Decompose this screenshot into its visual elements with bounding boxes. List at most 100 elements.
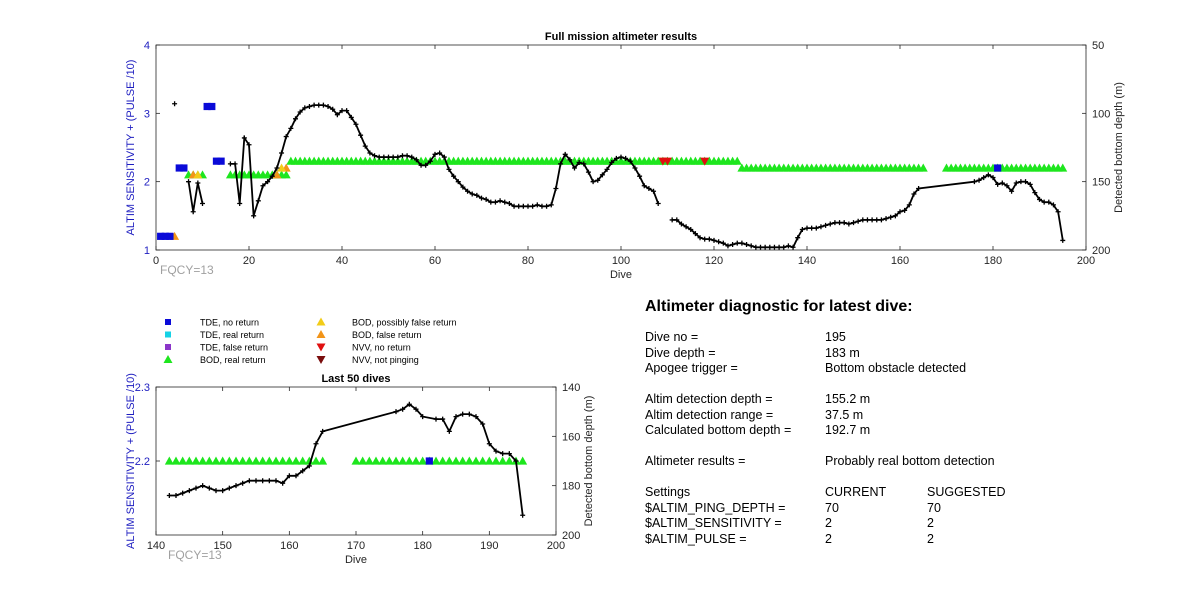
bottom-depth-point [393,409,399,415]
y-tick-label: 2.3 [135,382,150,394]
bottom-depth-point [823,222,829,228]
bottom-depth-point [465,188,471,194]
diag-row-detection-range: Altim detection range = 37.5 m [645,408,1185,424]
bottom-depth-point [995,181,1001,187]
bottom-depth-point [595,177,601,183]
bottom-depth-point [669,217,675,223]
bottom-depth-point [581,161,587,167]
legend-triangle-up-marker [163,355,173,363]
bottom-depth-point [874,217,880,223]
bottom-depth-point [433,416,439,422]
bod-real-return-marker [378,456,388,465]
bottom-depth-point [883,216,889,222]
bottom-depth-point [855,218,861,224]
bottom-depth-point [1023,179,1029,185]
bottom-depth-point [251,213,257,219]
bottom-depth-point [1037,196,1042,202]
bod-real-return-marker [404,456,414,465]
bottom-depth-point [572,165,577,171]
dive-depth-value: 183 m [825,345,860,360]
bottom-depth-point [274,165,280,171]
bottom-depth-point [976,177,982,183]
bottom-depth-point [739,240,745,246]
bottom-depth-point [525,203,531,209]
bottom-depth-point [902,207,908,213]
bottom-depth-point [799,227,805,232]
bod-real-return-marker [484,456,494,465]
bod-real-return-marker [271,456,281,465]
chart-title: Last 50 dives [321,373,390,385]
bottom-depth-point [1050,202,1056,208]
bottom-depth-point [320,428,326,434]
bottom-depth-point [180,490,186,496]
bottom-depth-point [744,242,750,248]
bod-real-return-marker [384,456,394,465]
bottom-depth-point [985,172,991,178]
bottom-depth-point [544,203,550,209]
bottom-depth-point [474,192,480,198]
y-tick-label: 1 [144,245,150,257]
bottom-depth-point [460,411,466,417]
bottom-depth-point [453,414,459,420]
fqcy-annotation: FQCY=13 [168,548,222,562]
bottom-depth-point [358,132,364,138]
bottom-depth-point [841,220,847,226]
bottom-depth-point [255,198,261,204]
bottom-depth-point [423,162,429,168]
bottom-depth-point [313,441,319,447]
bod-real-return-marker [451,456,461,465]
bod-real-return-marker [164,456,174,465]
last-50-dives-chart: 140 150 160 170 180 190 200 2.2 2.3 140 160 180 200 L… [125,373,595,566]
bottom-depth-point [878,217,884,223]
bottom-depth-point [897,209,903,215]
bod-real-return-marker [491,456,501,465]
bod-real-return-marker [304,456,314,465]
bod-real-return-marker [464,456,474,465]
diag-row-detection-depth: Altim detection depth = 155.2 m [645,392,1185,408]
bottom-depth-point [348,114,354,120]
bottom-depth-point [520,203,526,209]
setting-current: 2 [825,516,832,530]
tde-no-return-marker [203,102,211,111]
x-tick-label: 140 [147,540,165,552]
bottom-depth-point [493,448,499,454]
setting-name: $ALTIM_PULSE = [645,531,747,546]
bod-real-return-marker [298,456,308,465]
bottom-depth-point [293,116,298,122]
bottom-depth-point [609,160,615,166]
bod-real-return-marker [198,456,208,465]
bottom-depth-point [520,512,526,518]
bottom-depth-point [500,451,506,457]
bottom-depth-point [300,468,306,474]
bottom-depth-point [716,239,722,245]
bottom-depth-point [413,157,419,163]
setting-suggested: 2 [927,531,934,546]
detection-range-label: Altim detection range = [645,407,774,422]
bottom-depth-point [795,235,801,241]
bod-real-return-marker [171,456,181,465]
tde-no-return-marker [208,102,216,111]
bottom-depth-point [678,221,684,227]
bottom-depth-point [1032,190,1038,196]
bottom-depth-point [734,240,740,246]
bottom-depth-point [339,108,345,114]
bottom-depth-point [785,243,791,249]
bod-real-return-marker [438,456,448,465]
bod-real-return-marker [264,456,274,465]
bottom-depth-point [888,214,894,220]
detection-depth-label: Altim detection depth = [645,392,773,406]
legend-triangle-down-marker [316,343,326,352]
y2-tick-label: 200 [1092,245,1110,257]
bottom-depth-point [804,225,810,231]
bottom-depth-point [441,154,447,160]
legend-triangle-up-marker [316,317,326,326]
bottom-depth-point [748,243,754,249]
x-tick-label: 160 [280,540,298,552]
bottom-depth-point [971,179,977,185]
bottom-depth-point [273,478,279,484]
bottom-depth-point [400,406,406,412]
bottom-depth-point [437,150,443,156]
bottom-depth-point [790,244,796,250]
bottom-depth-point [237,201,243,207]
